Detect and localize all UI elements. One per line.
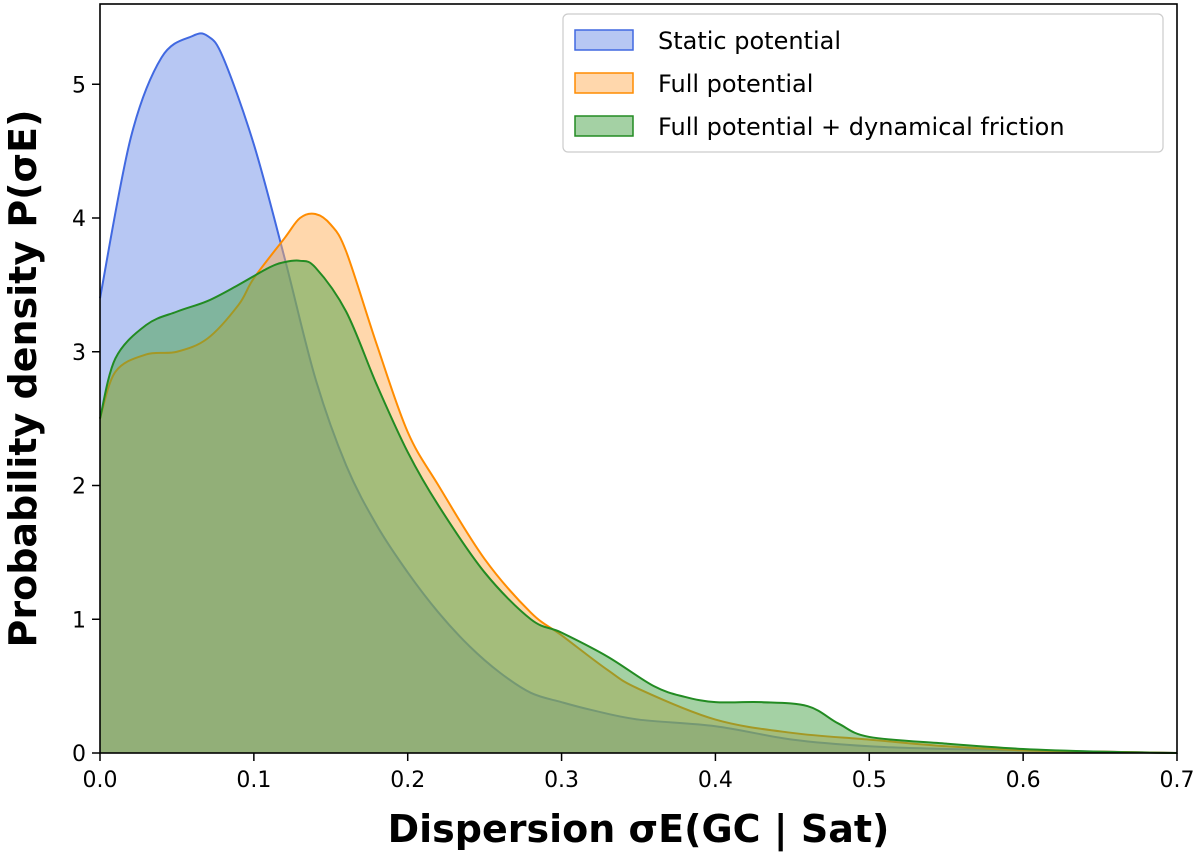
legend-label: Full potential — [658, 70, 813, 98]
series-line-full-potential-dynamical-friction — [99, 259, 1178, 754]
x-axis-ticks: 0.0 0.1 0.2 0.3 0.4 0.5 0.6 0.7 — [83, 753, 1195, 793]
legend-swatch — [574, 115, 634, 137]
y-tick-label: 2 — [72, 475, 86, 500]
x-tick-label: 0.5 — [852, 768, 887, 793]
y-tick-label: 0 — [72, 742, 86, 767]
legend-swatch — [574, 29, 634, 51]
x-tick-label: 0.2 — [390, 768, 425, 793]
x-tick-label: 0.4 — [698, 768, 733, 793]
y-axis-label: Probability density P(σE) — [1, 110, 45, 648]
x-tick-label: 0.0 — [83, 768, 118, 793]
legend-label: Full potential + dynamical friction — [658, 113, 1065, 141]
x-axis-label: Dispersion σE(GC | Sat) — [388, 807, 890, 852]
y-tick-label: 4 — [72, 207, 86, 232]
x-tick-label: 0.1 — [236, 768, 271, 793]
x-tick-label: 0.3 — [544, 768, 579, 793]
legend-label: Static potential — [658, 27, 841, 55]
y-tick-label: 1 — [72, 608, 86, 633]
x-tick-label: 0.7 — [1160, 768, 1195, 793]
series-areas — [99, 32, 1178, 754]
y-tick-label: 5 — [72, 73, 86, 98]
plot-frame — [99, 3, 1178, 754]
legend-swatch — [574, 72, 634, 94]
legend-box — [562, 13, 1164, 153]
y-axis-ticks: 0 1 2 3 4 5 — [72, 73, 100, 767]
legend: Static potential Full potential Full poten… — [562, 13, 1164, 153]
y-tick-label: 3 — [72, 341, 86, 366]
series-area-full-potential-dynamical-friction — [100, 260, 1177, 753]
x-tick-label: 0.6 — [1006, 768, 1041, 793]
